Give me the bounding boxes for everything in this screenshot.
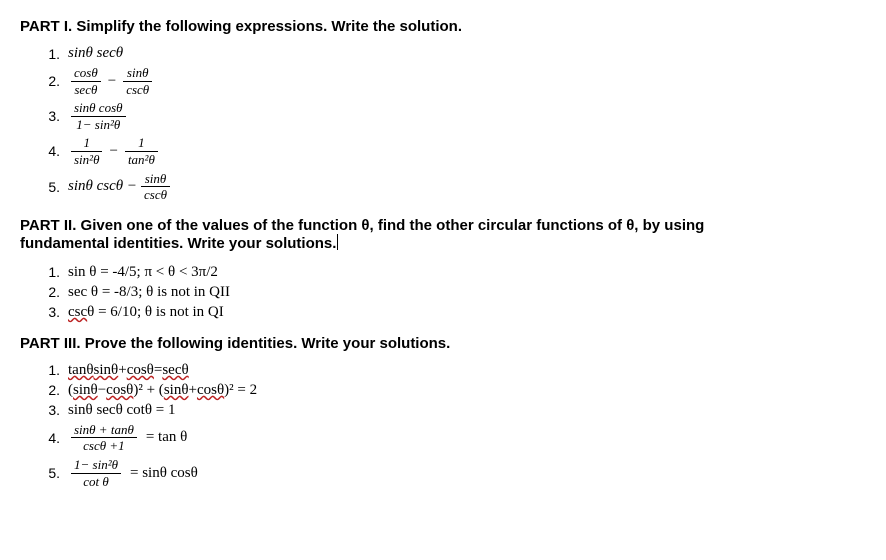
minus-op: − (108, 73, 116, 90)
fraction: cosθ secθ (71, 65, 101, 97)
list-item: 4. sinθ + tanθ cscθ +1 = tan θ (38, 422, 866, 454)
rhs: = sinθ cosθ (130, 465, 198, 482)
part2-heading-line2: fundamental identities. Write your solut… (20, 235, 336, 252)
part2-list: 1. sin θ = -4/5; π < θ < 3π/2 2. sec θ =… (38, 264, 866, 321)
text-seg: − (98, 382, 106, 399)
part2-heading: PART II. Given one of the values of the … (20, 217, 866, 252)
part1-list: 1. sinθ secθ 2. cosθ secθ − sinθ cscθ 3.… (38, 45, 866, 203)
list-item: 3. sinθ cosθ 1− sin²θ (38, 100, 866, 132)
frac-top: sinθ (142, 171, 170, 187)
part3-heading: PART III. Prove the following identities… (20, 335, 866, 352)
item-number: 2. (38, 382, 60, 398)
frac-top: 1 (80, 135, 93, 151)
item-expr: tanθ sinθ + cosθ = secθ (68, 362, 189, 379)
frac-top: sinθ (124, 65, 152, 81)
list-item: 3. csc θ = 6/10; θ is not in QI (38, 304, 866, 321)
frac-bot: cscθ (123, 82, 152, 98)
frac-top: sinθ + tanθ (71, 422, 137, 438)
fraction: sinθ cosθ 1− sin²θ (71, 100, 126, 132)
lead-text: sinθ cscθ − (68, 178, 137, 195)
item-number: 4. (38, 143, 60, 159)
item-number: 1. (38, 46, 60, 62)
list-item: 2. (sinθ − cosθ)² + (sinθ + cosθ )² = 2 (38, 382, 866, 399)
text-seg: )² + ( (133, 382, 163, 399)
spell-wavy: sinθ (164, 382, 189, 399)
item-number: 3. (38, 402, 60, 418)
frac-bot: 1− sin²θ (73, 117, 123, 133)
spell-wavy: cosθ (197, 382, 224, 399)
item-text-post: θ = 6/10; θ is not in QI (87, 304, 224, 321)
spell-wavy: sinθ (94, 362, 119, 379)
item-expr: sinθ + tanθ cscθ +1 = tan θ (68, 422, 187, 454)
frac-top: 1 (135, 135, 148, 151)
frac-top: 1− sin²θ (71, 457, 121, 473)
minus-op: − (109, 143, 117, 160)
text-seg: )² = 2 (224, 382, 257, 399)
item-expr: sinθ cscθ − sinθ cscθ (68, 171, 173, 203)
fraction: 1− sin²θ cot θ (71, 457, 121, 489)
frac-bot: cot θ (80, 474, 112, 490)
frac-bot: tan²θ (125, 152, 158, 168)
frac-top: cosθ (71, 65, 101, 81)
item-expr: sinθ cosθ 1− sin²θ (68, 100, 129, 132)
item-number: 1. (38, 362, 60, 378)
frac-bot: cscθ +1 (80, 438, 128, 454)
frac-top: sinθ cosθ (71, 100, 126, 116)
item-number: 5. (38, 179, 60, 195)
list-item: 1. tanθ sinθ + cosθ = secθ (38, 362, 866, 379)
spell-wavy: cosθ (106, 382, 133, 399)
item-expr: cosθ secθ − sinθ cscθ (68, 65, 155, 97)
item-number: 2. (38, 73, 60, 89)
text-seg: + (118, 362, 126, 379)
spell-wavy: secθ (162, 362, 188, 379)
list-item: 5. sinθ cscθ − sinθ cscθ (38, 171, 866, 203)
frac-bot: cscθ (141, 187, 170, 203)
spell-wavy: cosθ (127, 362, 154, 379)
item-expr: sin θ = -4/5; π < θ < 3π/2 (68, 264, 218, 281)
text-cursor (337, 234, 338, 250)
item-expr: sinθ secθ cotθ = 1 (68, 402, 176, 419)
text-seg: = (154, 362, 162, 379)
list-item: 3. sinθ secθ cotθ = 1 (38, 402, 866, 419)
fraction: 1 tan²θ (125, 135, 158, 167)
spell-wavy: tanθ (68, 362, 94, 379)
item-expr: sinθ secθ (68, 45, 123, 62)
item-number: 1. (38, 264, 60, 280)
fraction: 1 sin²θ (71, 135, 102, 167)
part1-heading: PART I. Simplify the following expressio… (20, 18, 866, 35)
text-seg: + (189, 382, 197, 399)
item-number: 4. (38, 430, 60, 446)
part3-list: 1. tanθ sinθ + cosθ = secθ 2. (sinθ − co… (38, 362, 866, 489)
frac-bot: sin²θ (71, 152, 102, 168)
item-expr: 1− sin²θ cot θ = sinθ cosθ (68, 457, 198, 489)
item-number: 3. (38, 304, 60, 320)
item-number: 5. (38, 465, 60, 481)
item-expr: (sinθ − cosθ)² + (sinθ + cosθ )² = 2 (68, 382, 257, 399)
item-number: 2. (38, 284, 60, 300)
item-number: 3. (38, 108, 60, 124)
item-expr: sec θ = -8/3; θ is not in QII (68, 284, 230, 301)
list-item: 2. cosθ secθ − sinθ cscθ (38, 65, 866, 97)
item-expr: 1 sin²θ − 1 tan²θ (68, 135, 161, 167)
fraction: sinθ cscθ (123, 65, 152, 97)
fraction: sinθ + tanθ cscθ +1 (71, 422, 137, 454)
item-expr: csc θ = 6/10; θ is not in QI (68, 304, 224, 321)
spell-wavy: csc (68, 304, 87, 321)
spell-wavy: sinθ (73, 382, 98, 399)
part2-heading-line1: PART II. Given one of the values of the … (20, 217, 704, 234)
fraction: sinθ cscθ (141, 171, 170, 203)
list-item: 2. sec θ = -8/3; θ is not in QII (38, 284, 866, 301)
rhs: = tan θ (146, 429, 187, 446)
list-item: 5. 1− sin²θ cot θ = sinθ cosθ (38, 457, 866, 489)
list-item: 4. 1 sin²θ − 1 tan²θ (38, 135, 866, 167)
list-item: 1. sin θ = -4/5; π < θ < 3π/2 (38, 264, 866, 281)
frac-bot: secθ (71, 82, 100, 98)
list-item: 1. sinθ secθ (38, 45, 866, 62)
